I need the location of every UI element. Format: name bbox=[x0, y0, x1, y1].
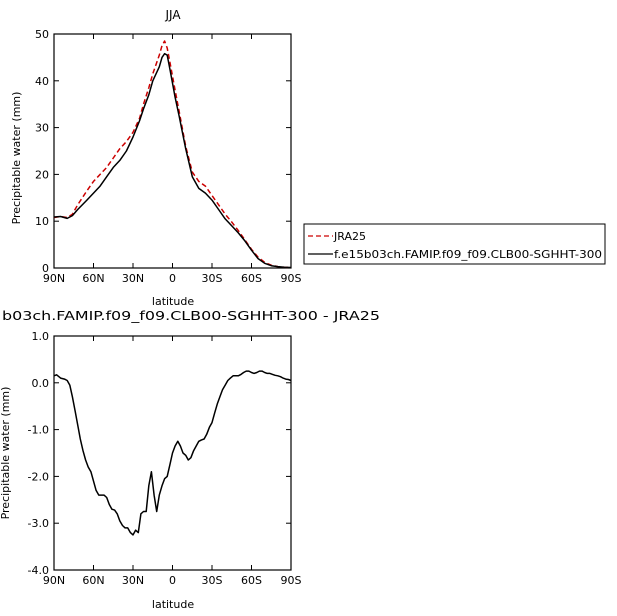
bottom-y-tick-label: -2.0 bbox=[28, 470, 49, 483]
top-y-tick-label: 30 bbox=[35, 122, 49, 135]
top-x-tick-label: 90N bbox=[43, 272, 65, 285]
bottom-panel: b03ch.FAMIP.f09_f09.CLB00-SGHHT-300 - JR… bbox=[0, 309, 380, 611]
bottom-y-axis-label: Precipitable water (mm) bbox=[0, 387, 12, 520]
top-x-axis-label: latitude bbox=[152, 295, 194, 308]
top-x-tick-label: 30S bbox=[202, 272, 223, 285]
top-series-f-e15b03ch-famip-f09-f09-clb00-sghht-300 bbox=[53, 52, 292, 269]
bottom-x-tick-label: 30N bbox=[122, 574, 144, 587]
top-chart-title: JJA bbox=[164, 8, 181, 22]
bottom-y-tick-label: 0.0 bbox=[32, 377, 50, 390]
legend-label-jra25: JRA25 bbox=[333, 230, 366, 243]
top-y-tick-label: 0 bbox=[42, 262, 49, 275]
bottom-x-tick-label: 0 bbox=[169, 574, 176, 587]
top-x-tick-label: 60N bbox=[82, 272, 104, 285]
top-plot-frame bbox=[53, 33, 292, 269]
legend-box bbox=[303, 223, 606, 265]
bottom-x-tick-label: 60N bbox=[82, 574, 104, 587]
top-y-tick-label: 50 bbox=[35, 28, 49, 41]
top-x-tick-label: 60S bbox=[241, 272, 262, 285]
top-series-group bbox=[53, 40, 292, 269]
top-y-tick-label: 40 bbox=[35, 75, 49, 88]
top-axes: 90N 60N 30N 0 30S 60S 90S 0 10 20 30 40 50 bbox=[35, 28, 302, 285]
top-x-tick-label: 0 bbox=[169, 272, 176, 285]
bottom-y-tick-label: -4.0 bbox=[28, 564, 49, 577]
bottom-chart-title: b03ch.FAMIP.f09_f09.CLB00-SGHHT-300 - JR… bbox=[2, 309, 380, 323]
bottom-axes: 90N 60N 30N 0 30S 60S 90S -4.0 -3.0 -2.0 -1.0 0.0 1.… bbox=[28, 330, 302, 587]
legend-label-model: f.e15b03ch.FAMIP.f09_f09.CLB00-SGHHT-300 bbox=[334, 248, 602, 261]
top-panel: JJA Precipitable water (mm) latitude 90N… bbox=[10, 8, 302, 308]
bottom-y-tick-label: 1.0 bbox=[32, 330, 50, 343]
bottom-x-tick-label: 90S bbox=[281, 574, 302, 587]
bottom-y-tick-label: -3.0 bbox=[28, 517, 49, 530]
top-x-tick-label: 90S bbox=[281, 272, 302, 285]
bottom-x-tick-label: 30S bbox=[202, 574, 223, 587]
bottom-y-tick-label: -1.0 bbox=[28, 424, 49, 437]
bottom-series-difference bbox=[53, 370, 292, 536]
legend: JRA25 f.e15b03ch.FAMIP.f09_f09.CLB00-SGH… bbox=[303, 223, 606, 265]
bottom-x-tick-label: 60S bbox=[241, 574, 262, 587]
top-x-tick-label: 30N bbox=[122, 272, 144, 285]
top-series-jra25 bbox=[53, 40, 292, 269]
top-y-tick-label: 20 bbox=[35, 168, 49, 181]
top-y-tick-label: 10 bbox=[35, 215, 49, 228]
bottom-series-group bbox=[53, 370, 292, 536]
bottom-x-tick-label: 90N bbox=[43, 574, 65, 587]
bottom-x-axis-label: latitude bbox=[152, 598, 194, 611]
top-y-axis-label: Precipitable water (mm) bbox=[10, 92, 23, 225]
